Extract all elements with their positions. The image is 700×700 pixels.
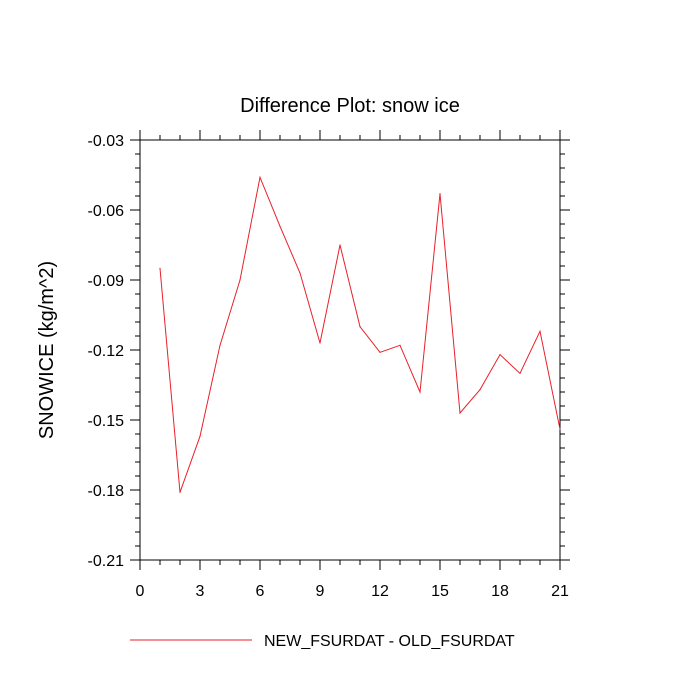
plot-frame — [139, 139, 561, 561]
data-point — [319, 342, 321, 344]
data-point — [299, 272, 301, 274]
data-point — [539, 330, 541, 332]
y-tick-label: -0.12 — [88, 343, 125, 360]
y-tick-label: -0.03 — [88, 133, 125, 150]
data-point — [339, 244, 341, 246]
series-layer — [159, 175, 561, 493]
x-tick-label: 12 — [371, 583, 389, 600]
x-tick-label: 3 — [196, 583, 205, 600]
data-point — [259, 176, 261, 178]
data-point — [559, 428, 561, 430]
data-point — [479, 389, 481, 391]
x-tick-label: 15 — [431, 583, 449, 600]
y-tick-label: -0.09 — [88, 273, 125, 290]
data-point — [219, 344, 221, 346]
series-line — [159, 175, 561, 493]
y-axis-label: SNOWICE (kg/m^2) — [36, 261, 58, 439]
data-point — [419, 391, 421, 393]
data-point — [359, 326, 361, 328]
y-tick-label: -0.15 — [88, 413, 125, 430]
data-point — [439, 193, 441, 195]
y-tick-label: -0.21 — [88, 553, 125, 570]
data-point — [159, 267, 161, 269]
x-tick-label: 21 — [551, 583, 569, 600]
y-tick-label: -0.06 — [88, 203, 125, 220]
legend-label: NEW_FSURDAT - OLD_FSURDAT — [264, 633, 515, 650]
x-tick-label: 9 — [316, 583, 325, 600]
data-point — [499, 354, 501, 356]
data-point — [519, 372, 521, 374]
legend: NEW_FSURDAT - OLD_FSURDAT — [130, 633, 515, 650]
data-point — [179, 491, 181, 493]
y-tick-label: -0.18 — [88, 483, 125, 500]
data-point — [399, 344, 401, 346]
data-point — [279, 225, 281, 227]
x-tick-label: 18 — [491, 583, 509, 600]
axis-tick-labels: 0 3 6 9 12 15 18 21 -0.03 -0.06 -0.09 -0.12 -0.15 -0.… — [88, 133, 569, 600]
axis-ticks — [130, 130, 570, 570]
data-point — [379, 351, 381, 353]
x-tick-label: 6 — [256, 583, 265, 600]
chart-title: Difference Plot: snow ice — [240, 95, 460, 117]
data-point — [199, 435, 201, 437]
data-point — [459, 412, 461, 414]
data-point — [239, 279, 241, 281]
x-tick-label: 0 — [136, 583, 145, 600]
